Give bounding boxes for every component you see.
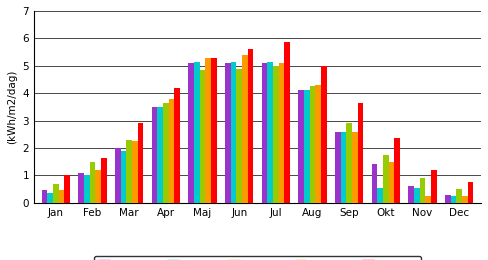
Bar <box>358 103 364 203</box>
Bar <box>371 164 377 203</box>
Bar <box>445 194 450 203</box>
Bar <box>53 184 59 203</box>
Bar <box>96 170 101 203</box>
Bar <box>47 193 53 203</box>
Bar <box>242 55 248 203</box>
Bar <box>383 155 388 203</box>
Y-axis label: (kWh/m2/dag): (kWh/m2/dag) <box>7 70 17 144</box>
Bar <box>152 107 158 203</box>
Bar <box>84 176 90 203</box>
Bar <box>59 190 64 203</box>
Bar <box>231 62 236 203</box>
Bar <box>169 99 174 203</box>
Bar <box>158 107 163 203</box>
Bar <box>285 42 290 203</box>
Bar <box>79 173 84 203</box>
Bar <box>200 70 205 203</box>
Bar <box>279 63 285 203</box>
Bar <box>310 86 315 203</box>
Bar <box>262 63 267 203</box>
Bar <box>420 178 425 203</box>
Bar <box>408 186 414 203</box>
Bar <box>394 138 400 203</box>
Bar <box>236 68 242 203</box>
Bar <box>64 176 70 203</box>
Bar <box>315 85 321 203</box>
Bar <box>211 57 217 203</box>
Bar <box>321 66 326 203</box>
Bar <box>456 189 462 203</box>
Bar <box>126 140 132 203</box>
Bar <box>90 162 96 203</box>
Bar <box>425 196 431 203</box>
Legend: Danmark, Sverige, Tyskland, Lithauen, Ungarn: Danmark, Sverige, Tyskland, Lithauen, Un… <box>94 256 421 260</box>
Bar <box>248 49 253 203</box>
Bar <box>388 162 394 203</box>
Bar <box>304 90 310 203</box>
Bar <box>462 196 468 203</box>
Bar <box>132 141 138 203</box>
Bar <box>298 90 304 203</box>
Bar <box>194 62 200 203</box>
Bar <box>267 62 273 203</box>
Bar <box>205 57 211 203</box>
Bar <box>273 66 279 203</box>
Bar <box>163 103 169 203</box>
Bar <box>431 170 437 203</box>
Bar <box>352 132 358 203</box>
Bar <box>450 196 456 203</box>
Bar <box>341 132 346 203</box>
Bar <box>115 148 121 203</box>
Bar <box>225 63 231 203</box>
Bar <box>377 188 383 203</box>
Bar <box>121 151 126 203</box>
Bar <box>138 123 143 203</box>
Bar <box>414 188 420 203</box>
Bar <box>174 88 180 203</box>
Bar <box>468 182 473 203</box>
Bar <box>42 190 47 203</box>
Bar <box>188 63 194 203</box>
Bar <box>101 158 107 203</box>
Bar <box>346 123 352 203</box>
Bar <box>335 132 341 203</box>
